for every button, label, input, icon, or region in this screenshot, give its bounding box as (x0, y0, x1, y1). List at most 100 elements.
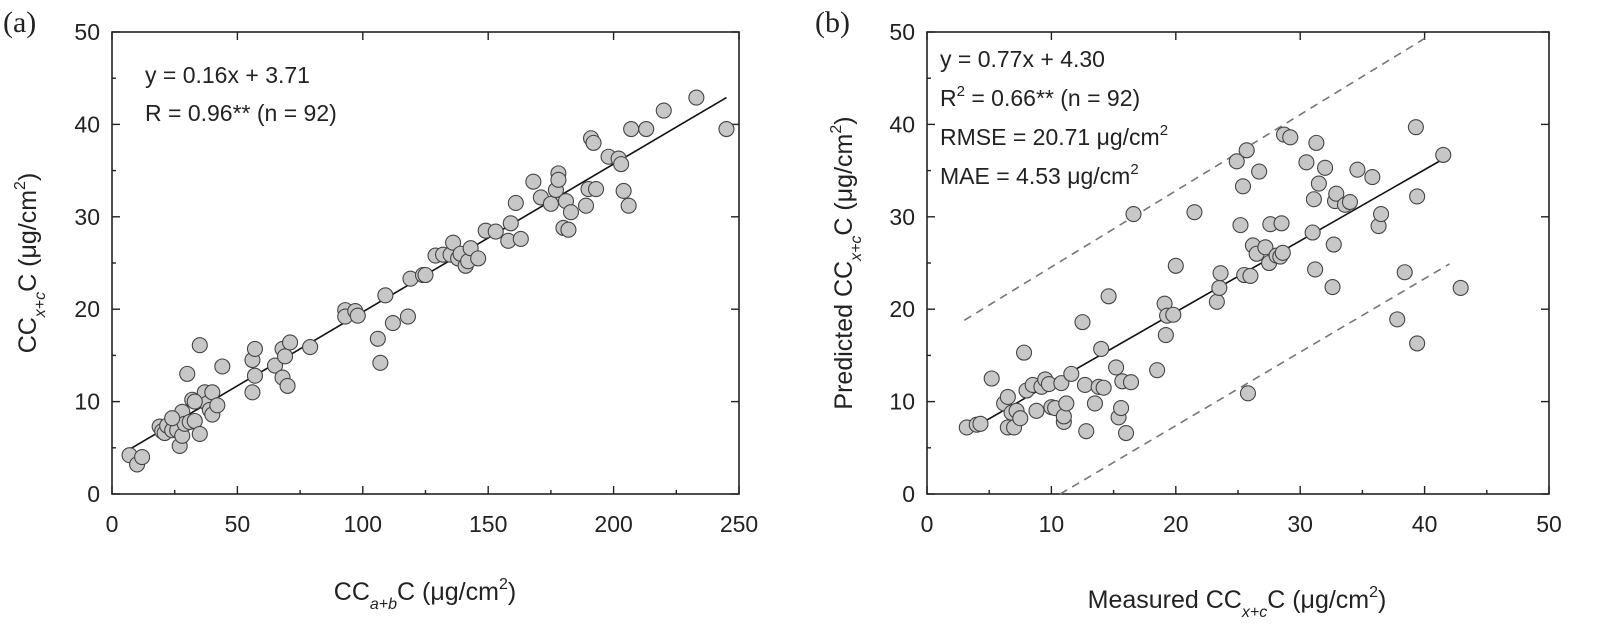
panel-b-points (958, 119, 1469, 442)
panel-a-xlabel-close: ) (508, 578, 516, 606)
data-point (1028, 402, 1045, 419)
panel-b-xlabel-tail: C (μg/cm (1267, 586, 1369, 614)
data-point (302, 339, 319, 356)
panel-b-ylabel-sub: x+c (848, 236, 865, 262)
panel-b-ylabel-tail: C (μg/cm (830, 134, 858, 236)
data-point (214, 358, 231, 375)
y-tick-label: 30 (74, 204, 100, 230)
data-point (1305, 191, 1322, 208)
data-point (1108, 359, 1125, 376)
data-point (550, 171, 567, 188)
data-point (1125, 205, 1142, 223)
panel-a-ticks (111, 31, 740, 495)
y-tick-label: 0 (902, 481, 915, 507)
data-point (191, 425, 208, 442)
panel-a-points (121, 89, 735, 473)
data-point (1452, 279, 1469, 296)
panel-b-ylabel-sup: 2 (828, 125, 845, 134)
panel-b-equation-text: y = 0.77x + 4.30 (940, 46, 1105, 72)
data-point (1053, 375, 1070, 392)
panel-b-mae: MAE = 4.53 μg/cm2 (940, 161, 1139, 189)
data-point (209, 397, 226, 414)
panel-b-rmse-sup: 2 (1160, 122, 1168, 139)
data-point (1212, 265, 1229, 282)
data-point (638, 120, 655, 138)
x-tick-label: 150 (469, 511, 507, 537)
panel-a-ylabel-main: CC (14, 317, 42, 353)
panel-a-xlabel-main: CC (334, 578, 370, 606)
panel-a-xlabel-tail: C (μg/cm (397, 578, 499, 606)
y-tick-label: 10 (74, 389, 100, 415)
data-point (1238, 142, 1255, 159)
y-tick-label: 40 (889, 111, 915, 137)
data-point (1409, 188, 1426, 205)
data-point (1282, 129, 1299, 146)
data-point (246, 340, 264, 357)
data-point (1074, 314, 1091, 331)
y-tick-label: 10 (889, 389, 915, 415)
data-point (1078, 423, 1095, 440)
panel-b-x-axis-label: Measured CCx+cC (μg/cm2) (1088, 584, 1387, 621)
data-point (1058, 395, 1075, 412)
data-point (1228, 153, 1245, 170)
panel-b-y-axis-label: Predicted CCx+cC (μg/cm2) (828, 116, 865, 409)
data-point (1409, 335, 1426, 352)
data-point (384, 315, 401, 332)
panel-a-xlabel-sup: 2 (499, 576, 508, 593)
panel-b-rmse-pre: RMSE = 20.71 μg/cm (940, 124, 1160, 150)
x-tick-label: 30 (1287, 511, 1313, 537)
y-tick-label: 20 (889, 296, 915, 322)
data-point (1186, 204, 1203, 221)
data-point (623, 120, 640, 138)
data-point (615, 182, 632, 199)
data-point (246, 367, 264, 384)
panel-b-rmse: RMSE = 20.71 μg/cm2 (940, 122, 1168, 150)
x-tick-label: 40 (1412, 511, 1438, 537)
y-tick-label: 20 (74, 296, 100, 322)
x-tick-label: 10 (1039, 511, 1065, 537)
panel-b-r2-post: = 0.66** (n = 92) (965, 85, 1140, 111)
data-point (279, 377, 296, 394)
data-point (1122, 374, 1140, 391)
data-point (502, 215, 519, 232)
panel-b-ylabel-main: Predicted CC (830, 261, 858, 410)
data-point (1086, 395, 1103, 412)
panel-b-lower-band-line (1059, 263, 1450, 495)
data-point (1317, 159, 1334, 176)
y-tick-label: 0 (87, 481, 100, 507)
panel-b-r2: R2 = 0.66** (n = 92) (940, 83, 1140, 111)
data-point (1113, 400, 1130, 417)
data-point (1251, 163, 1268, 180)
data-point (1435, 146, 1452, 163)
data-point (1373, 205, 1390, 223)
data-point (191, 337, 208, 354)
data-point (1095, 379, 1112, 396)
data-point (1349, 161, 1366, 178)
data-point (164, 410, 181, 427)
panel-b-r2-pre: R (940, 85, 957, 111)
panel-a-x-axis-label: CCa+bC (μg/cm2) (334, 576, 516, 613)
panel-b-mae-sup: 2 (1130, 161, 1138, 178)
panel-b-xlabel-sub: x+c (1241, 604, 1267, 621)
panel-b: (b) 0 10 20 30 40 50 0 10 20 30 40 50 y = 0.77x + 4… (815, 6, 1562, 621)
panel-a-ylabel-sup: 2 (12, 181, 29, 190)
data-point (577, 197, 595, 214)
data-point (1304, 224, 1321, 241)
y-tick-label: 40 (74, 111, 100, 137)
data-point (487, 223, 504, 240)
data-point (266, 357, 284, 374)
data-point (377, 287, 394, 304)
panel-b-ylabel-close: ) (830, 116, 858, 124)
data-point (1324, 278, 1341, 296)
data-point (1149, 362, 1166, 379)
data-point (1389, 311, 1406, 328)
data-point (688, 89, 705, 106)
data-point (1015, 344, 1033, 361)
data-point (1055, 408, 1072, 425)
data-point (1165, 306, 1182, 323)
x-tick-label: 200 (594, 511, 632, 537)
data-point (525, 173, 542, 190)
panel-a-ylabel-tail: C (μg/cm (14, 190, 42, 292)
panel-a-equation: y = 0.16x + 3.71 (145, 62, 310, 88)
